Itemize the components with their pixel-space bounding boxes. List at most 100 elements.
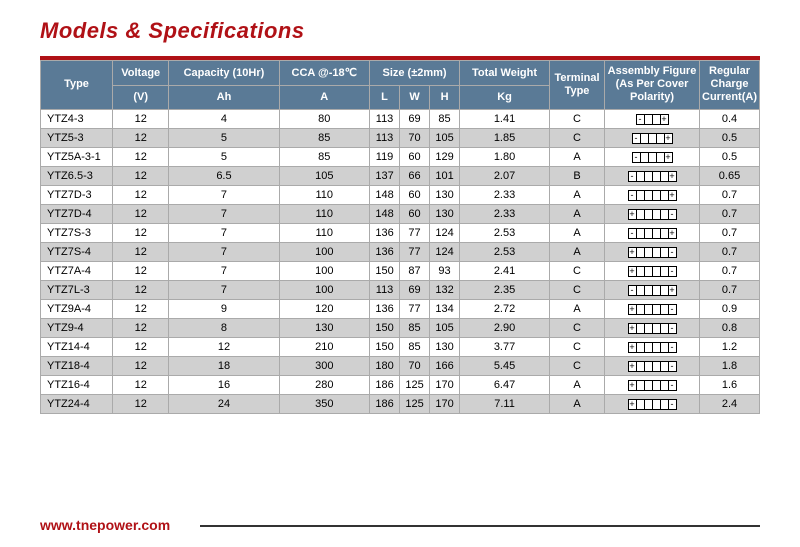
cell-type: YTZ7S-4 [41,242,113,261]
cell-cca: 105 [279,166,370,185]
cell-cca: 85 [279,128,370,147]
cell-cca: 85 [279,147,370,166]
cell-cca: 100 [279,261,370,280]
assembly-cell: + [664,152,673,163]
cell-type: YTZ9-4 [41,318,113,337]
cell-weight: 2.35 [460,280,550,299]
cell-l: 186 [370,375,400,394]
footer-line [200,525,760,527]
col-size: Size (±2mm) [370,61,460,86]
cell-h: 166 [430,356,460,375]
cell-terminal: A [550,223,605,242]
cell-w: 60 [400,204,430,223]
table-row: YTZ18-41218300180701665.45C+-1.8 [41,356,760,375]
cell-capacity: 7 [169,242,279,261]
cell-weight: 2.53 [460,242,550,261]
cell-l: 148 [370,185,400,204]
cell-cca: 300 [279,356,370,375]
cell-h: 124 [430,242,460,261]
cell-type: YTZ7L-3 [41,280,113,299]
col-voltage: Voltage [113,61,169,86]
cell-capacity: 6.5 [169,166,279,185]
cell-weight: 2.72 [460,299,550,318]
cell-current: 2.4 [700,394,760,413]
cell-type: YTZ7A-4 [41,261,113,280]
cell-current: 0.7 [700,204,760,223]
cell-capacity: 5 [169,128,279,147]
cell-capacity: 4 [169,109,279,128]
cell-w: 77 [400,242,430,261]
cell-capacity: 9 [169,299,279,318]
cell-cca: 110 [279,204,370,223]
cell-voltage: 12 [113,280,169,299]
table-row: YTZ7D-3127110148601302.33A-+0.7 [41,185,760,204]
assembly-icon: -+ [628,190,677,201]
cell-cca: 100 [279,242,370,261]
cell-current: 0.7 [700,223,760,242]
cell-type: YTZ7S-3 [41,223,113,242]
cell-current: 0.7 [700,242,760,261]
assembly-icon: -+ [628,228,677,239]
cell-current: 0.7 [700,280,760,299]
cell-l: 136 [370,223,400,242]
cell-current: 0.7 [700,185,760,204]
cell-w: 77 [400,223,430,242]
table-row: YTZ5A-3-112585119601291.80A-+0.5 [41,147,760,166]
assembly-icon: +- [628,247,677,258]
cell-type: YTZ14-4 [41,337,113,356]
cell-h: 129 [430,147,460,166]
assembly-icon: +- [628,361,677,372]
cell-l: 148 [370,204,400,223]
assembly-icon: +- [628,380,677,391]
cell-w: 125 [400,375,430,394]
cell-weight: 5.45 [460,356,550,375]
cell-capacity: 7 [169,185,279,204]
cell-current: 0.65 [700,166,760,185]
assembly-icon: +- [628,304,677,315]
subcol-a: A [279,86,370,109]
cell-terminal: A [550,147,605,166]
cell-weight: 2.07 [460,166,550,185]
cell-type: YTZ6.5-3 [41,166,113,185]
cell-h: 132 [430,280,460,299]
cell-weight: 6.47 [460,375,550,394]
cell-h: 105 [430,318,460,337]
cell-assembly: -+ [605,166,700,185]
assembly-icon: -+ [628,285,677,296]
cell-current: 0.9 [700,299,760,318]
cell-current: 0.8 [700,318,760,337]
cell-w: 70 [400,356,430,375]
assembly-icon: -+ [632,152,673,163]
cell-type: YTZ16-4 [41,375,113,394]
cell-voltage: 12 [113,299,169,318]
cell-capacity: 12 [169,337,279,356]
cell-type: YTZ24-4 [41,394,113,413]
cell-h: 93 [430,261,460,280]
cell-type: YTZ18-4 [41,356,113,375]
assembly-cell: - [668,380,677,391]
table-row: YTZ16-412162801861251706.47A+-1.6 [41,375,760,394]
cell-assembly: -+ [605,128,700,147]
cell-capacity: 8 [169,318,279,337]
cell-cca: 80 [279,109,370,128]
cell-capacity: 5 [169,147,279,166]
cell-type: YTZ7D-4 [41,204,113,223]
cell-h: 130 [430,185,460,204]
table-row: YTZ14-41212210150851303.77C+-1.2 [41,337,760,356]
cell-terminal: A [550,299,605,318]
cell-w: 85 [400,318,430,337]
assembly-cell: - [668,342,677,353]
cell-voltage: 12 [113,223,169,242]
cell-l: 137 [370,166,400,185]
cell-assembly: +- [605,318,700,337]
cell-voltage: 12 [113,375,169,394]
cell-type: YTZ5A-3-1 [41,147,113,166]
cell-h: 170 [430,394,460,413]
cell-l: 136 [370,299,400,318]
assembly-cell: - [668,304,677,315]
cell-voltage: 12 [113,356,169,375]
cell-w: 69 [400,280,430,299]
cell-terminal: A [550,204,605,223]
assembly-cell: + [668,228,677,239]
cell-cca: 110 [279,185,370,204]
